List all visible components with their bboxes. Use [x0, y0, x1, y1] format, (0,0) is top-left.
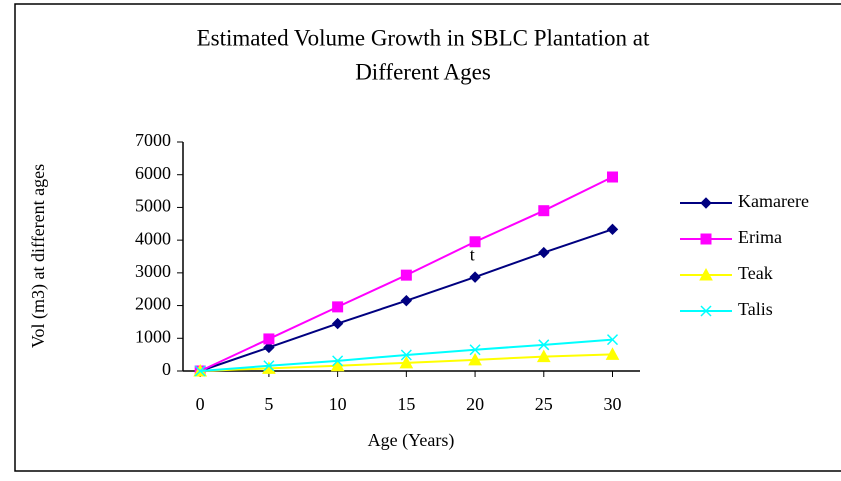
frame	[14, 3, 841, 472]
y-tick-label: 6000	[135, 163, 171, 183]
marker	[536, 349, 551, 363]
x-axis-label: Age (Years)	[368, 430, 455, 451]
marker	[399, 355, 414, 369]
x-tick-label: 30	[604, 394, 622, 414]
marker	[400, 269, 412, 281]
marker	[263, 360, 275, 372]
marker	[194, 365, 206, 377]
x-tick-label: 25	[535, 394, 553, 414]
legend-label: Teak	[738, 263, 773, 283]
chart-title: Estimated Volume Growth in SBLC Plantati…	[197, 25, 650, 50]
legend-label: Erima	[738, 227, 782, 247]
x-tick-label: 15	[397, 394, 415, 414]
x-tick-label: 10	[329, 394, 347, 414]
marker	[538, 339, 550, 351]
marker	[331, 317, 344, 330]
marker	[700, 197, 712, 209]
x-tick-label: 0	[196, 394, 205, 414]
marker	[332, 355, 344, 367]
marker	[469, 344, 481, 356]
marker	[468, 352, 482, 366]
y-tick-label: 1000	[135, 326, 171, 346]
marker	[606, 334, 619, 346]
marker	[330, 358, 345, 372]
marker	[469, 271, 481, 283]
y-tick-label: 3000	[135, 261, 171, 281]
y-tick-label: 0	[162, 359, 171, 379]
marker	[263, 333, 275, 345]
y-tick-label: 7000	[135, 130, 171, 150]
y-tick-label: 2000	[135, 294, 171, 314]
y-axis-label: Vol (m3) at different ages	[28, 164, 49, 348]
marker	[469, 236, 481, 248]
marker	[700, 233, 712, 245]
marker	[400, 294, 413, 307]
marker	[607, 171, 619, 183]
marker	[400, 349, 412, 361]
marker	[332, 301, 344, 313]
annotation: t	[470, 245, 475, 265]
marker	[605, 347, 620, 360]
marker	[538, 205, 550, 217]
chart-title: Different Ages	[355, 59, 491, 84]
marker	[263, 341, 275, 354]
x-tick-label: 20	[466, 394, 484, 414]
x-tick-label: 5	[264, 394, 273, 414]
y-tick-label: 5000	[135, 196, 171, 216]
legend-label: Kamarere	[738, 191, 809, 211]
marker	[606, 223, 619, 236]
marker	[538, 246, 550, 259]
marker	[699, 267, 713, 281]
y-tick-label: 4000	[135, 228, 171, 248]
legend-label: Talis	[738, 299, 773, 319]
marker	[700, 305, 712, 317]
